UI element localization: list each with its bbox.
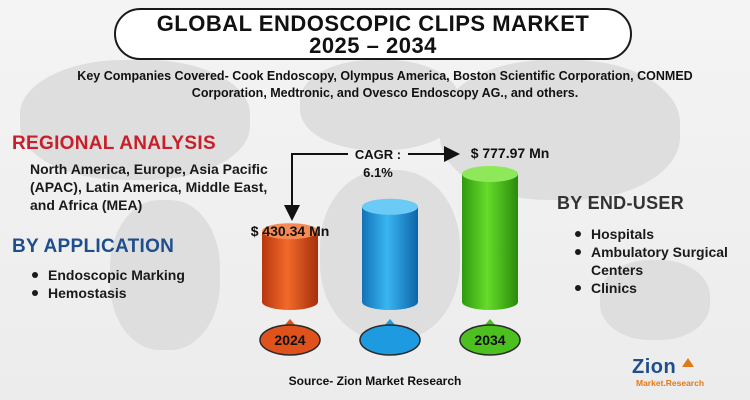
category-label: 2024 xyxy=(274,332,305,348)
key-companies-text: Key Companies Covered- Cook Endoscopy, O… xyxy=(77,69,693,100)
logo-arrow-icon xyxy=(682,358,694,367)
bar-top xyxy=(462,166,518,182)
data-label: $ 777.97 Mn xyxy=(471,145,550,161)
value-labels-layer: $ 430.34 Mn $ 777.97 Mn xyxy=(251,145,550,239)
regional-analysis-heading: REGIONAL ANALYSIS xyxy=(12,133,216,154)
application-item-label: Endoscopic Marking xyxy=(48,267,185,283)
logo-subtitle: Market.Research xyxy=(636,378,705,388)
title-banner: GLOBAL ENDOSCOPIC CLIPS MARKET 2025 – 20… xyxy=(114,8,632,60)
end-user-item-label: Ambulatory Surgical Centers xyxy=(591,244,728,278)
cagr-annotation: CAGR : 6.1% xyxy=(284,146,460,221)
world-map-north-america xyxy=(20,60,250,180)
bar-base xyxy=(462,294,518,310)
bullet-icon xyxy=(575,285,581,291)
badge-shape xyxy=(459,324,521,356)
zion-logo: Zion Market.Research xyxy=(632,356,712,394)
bar-body xyxy=(262,231,318,302)
by-end-user-heading: BY END-USER xyxy=(557,193,684,213)
title-line2: 2025 – 2034 xyxy=(309,33,437,58)
year-badges-layer: 2024 2034 xyxy=(259,319,521,356)
year-badge-1: 2024 xyxy=(259,319,321,356)
end-user-item-label: Clinics xyxy=(591,280,637,296)
by-application-heading: BY APPLICATION xyxy=(12,236,175,257)
badge-shape xyxy=(259,324,321,356)
bar-top xyxy=(262,223,318,240)
bullet-icon xyxy=(575,231,581,237)
cagr-arrow-left xyxy=(284,153,348,221)
logo-name: Zion xyxy=(632,356,677,378)
end-user-item-label: Hospitals xyxy=(591,226,655,242)
list-item: Hospitals xyxy=(573,225,748,243)
year-badge-3: 2034 xyxy=(459,319,521,356)
year-badge-2 xyxy=(359,319,421,356)
source-note: Source- Zion Market Research xyxy=(288,374,462,388)
list-item: Clinics xyxy=(573,279,748,297)
end-user-list: Hospitals Ambulatory Surgical Centers Cl… xyxy=(573,225,748,297)
bullet-icon xyxy=(575,249,581,255)
bullet-icon xyxy=(32,272,38,278)
bar-base xyxy=(262,294,318,310)
bars-layer xyxy=(262,166,518,310)
bar-body xyxy=(462,174,518,302)
badge-shape xyxy=(359,324,421,356)
category-label: 2034 xyxy=(474,332,505,348)
bar-body xyxy=(362,206,418,302)
cagr-label: CAGR : xyxy=(355,147,401,162)
list-item: Hemostasis xyxy=(30,284,230,302)
data-label: $ 430.34 Mn xyxy=(251,223,330,239)
list-item: Endoscopic Marking xyxy=(30,266,230,284)
application-list: Endoscopic Marking Hemostasis xyxy=(30,266,230,302)
title-line1: GLOBAL ENDOSCOPIC CLIPS MARKET xyxy=(156,11,590,36)
application-item-label: Hemostasis xyxy=(48,285,127,301)
cagr-value: 6.1% xyxy=(363,165,393,180)
bar-top xyxy=(362,198,418,215)
bullet-icon xyxy=(32,290,38,296)
world-map-europe xyxy=(300,60,460,150)
world-map-australia xyxy=(600,260,710,340)
bar-1 xyxy=(262,223,318,310)
list-item: Ambulatory Surgical Centers xyxy=(573,243,748,279)
bar-base xyxy=(362,294,418,310)
regional-analysis-text: North America, Europe, Asia Pacific (APA… xyxy=(30,161,268,213)
bar-3 xyxy=(462,166,518,310)
world-map-south-america xyxy=(110,200,220,350)
bar-2 xyxy=(362,198,418,310)
